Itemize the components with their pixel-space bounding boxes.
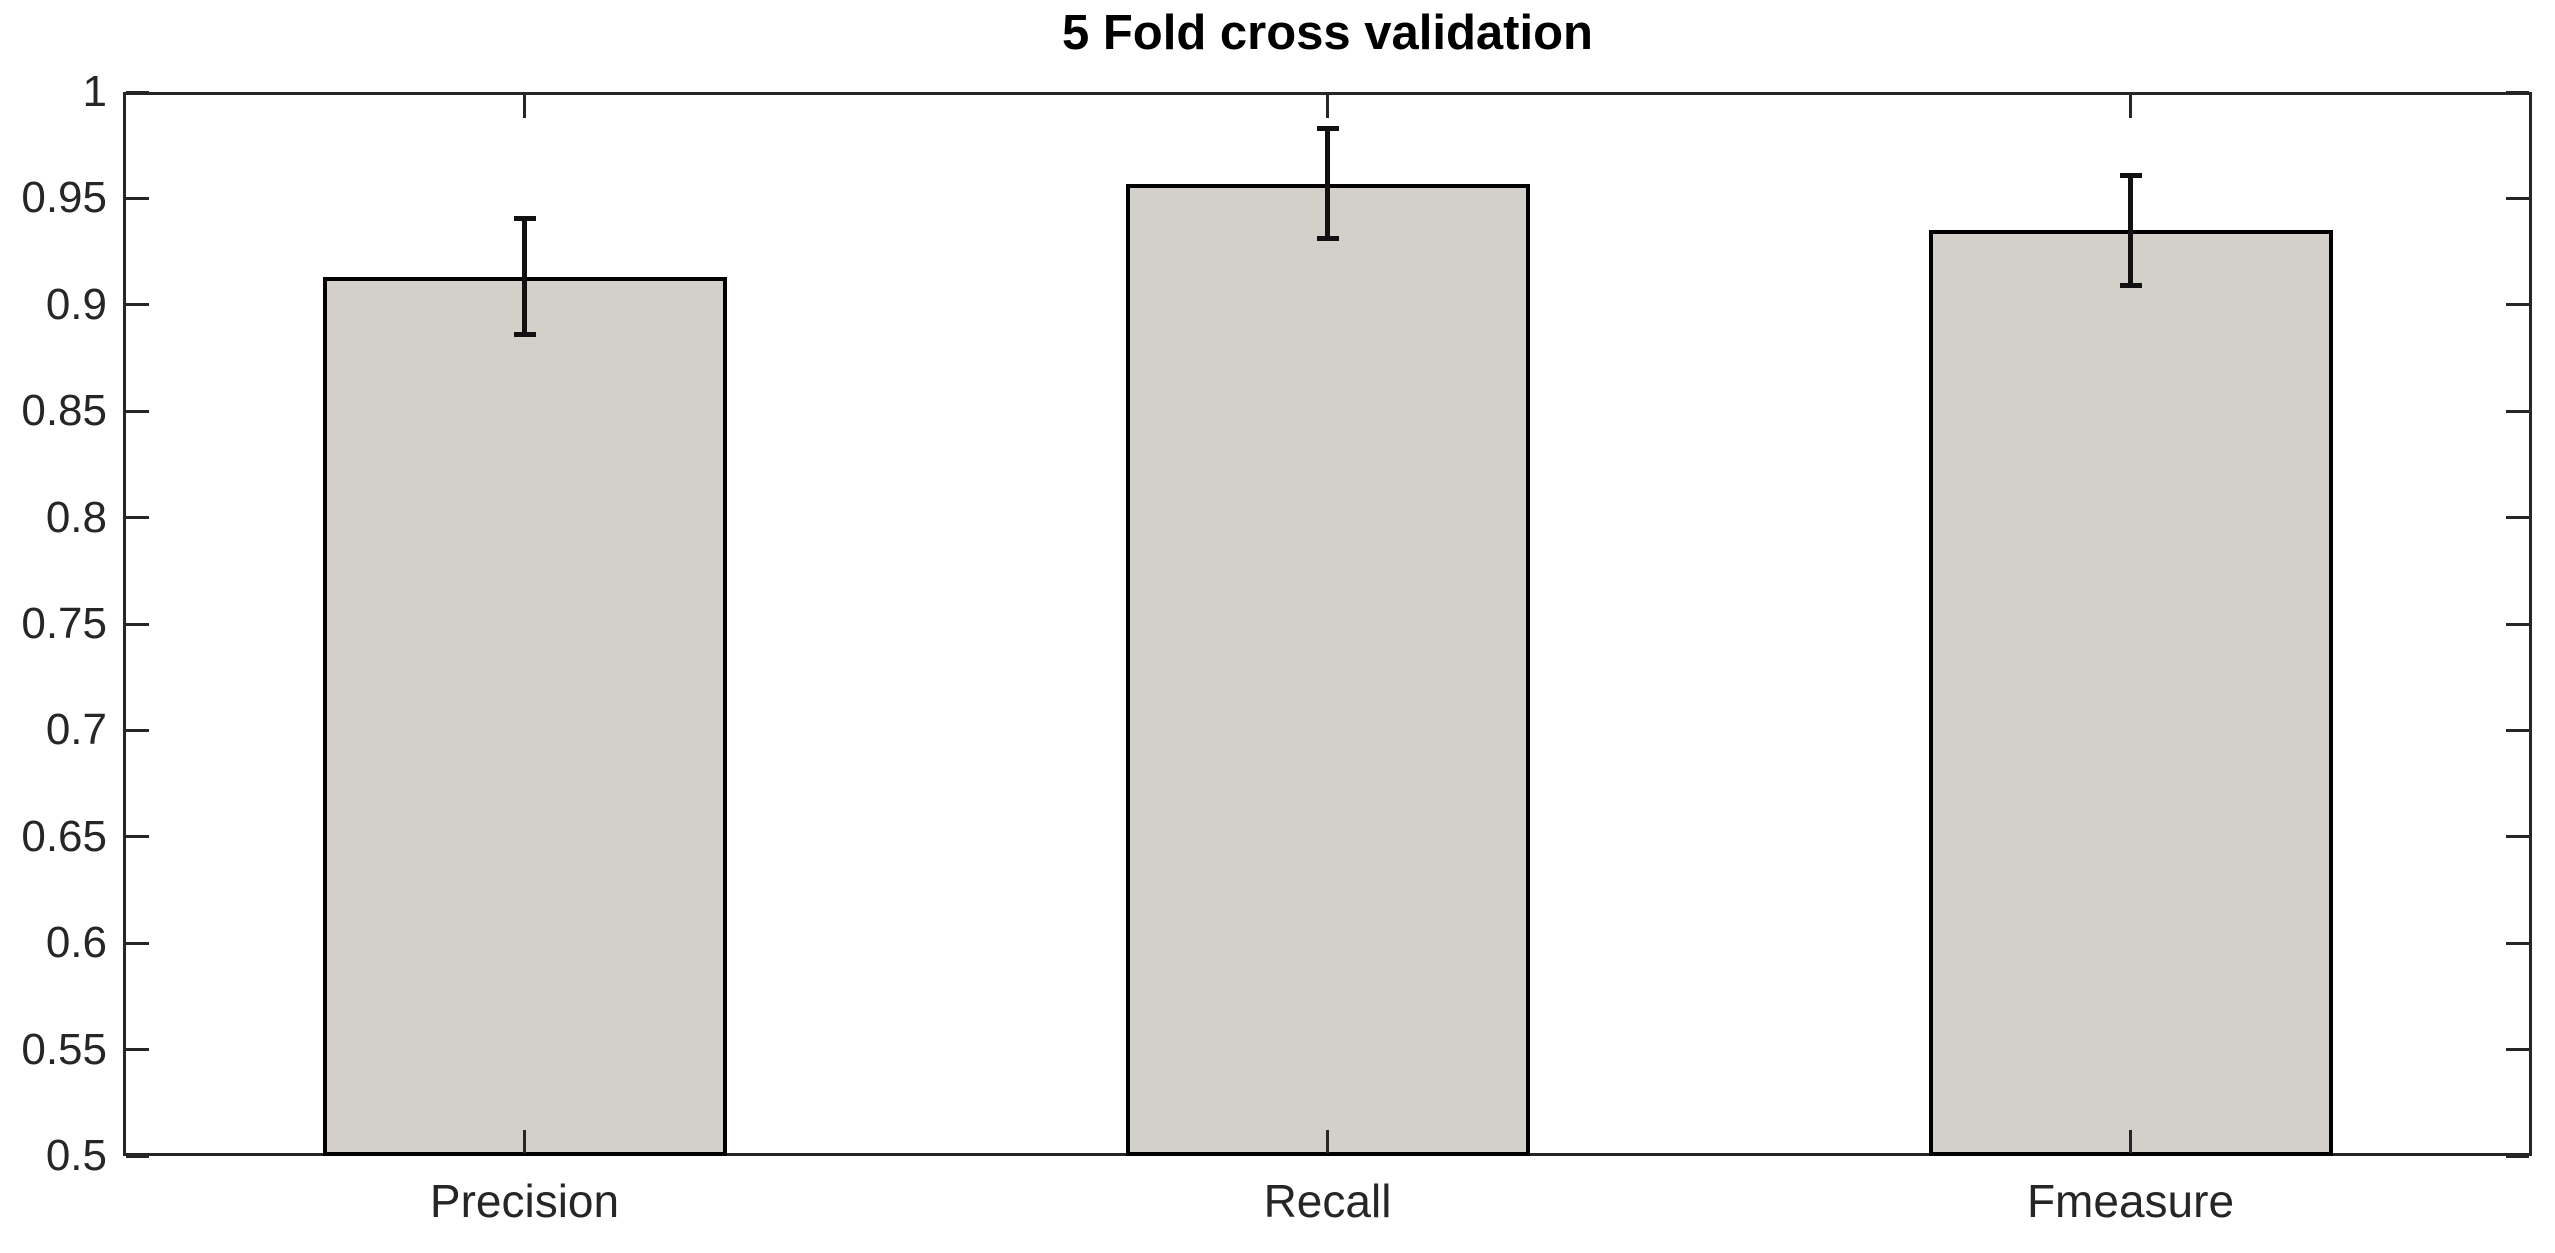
x-tick-bottom xyxy=(2129,1130,2132,1153)
bar-precision xyxy=(322,277,727,1156)
chart-title: 5 Fold cross validation xyxy=(1062,6,1593,60)
y-tick-right xyxy=(2506,835,2529,839)
error-bar-cap-bottom xyxy=(513,331,536,337)
y-tick-left xyxy=(126,409,149,413)
y-tick-right xyxy=(2506,409,2529,413)
y-tick-right xyxy=(2506,1048,2529,1052)
y-tick-label: 0.65 xyxy=(21,811,107,861)
error-bar-line xyxy=(1325,128,1330,239)
x-tick-top xyxy=(523,95,526,118)
y-tick-right xyxy=(2506,728,2529,732)
y-tick-label: 0.95 xyxy=(21,173,107,223)
y-tick-label: 0.85 xyxy=(21,386,107,436)
x-tick-bottom xyxy=(1326,1130,1329,1153)
y-tick-right xyxy=(2506,303,2529,307)
y-tick-left xyxy=(126,196,149,200)
y-tick-right xyxy=(2506,516,2529,520)
bar-recall xyxy=(1125,183,1530,1156)
y-tick-label: 0.55 xyxy=(21,1024,107,1074)
y-tick-left xyxy=(126,1154,149,1158)
y-tick-left xyxy=(126,728,149,732)
y-tick-left xyxy=(126,622,149,626)
error-bar-cap-bottom xyxy=(1316,235,1339,241)
y-tick-right xyxy=(2506,196,2529,200)
y-tick-right xyxy=(2506,90,2529,94)
error-bar-cap-top xyxy=(513,215,536,221)
y-tick-label: 1 xyxy=(82,67,107,116)
y-tick-left xyxy=(126,1048,149,1052)
y-tick-right xyxy=(2506,941,2529,945)
x-tick-label: Precision xyxy=(429,1175,620,1227)
x-tick-label: Recall xyxy=(1263,1175,1392,1227)
error-bar-line xyxy=(522,217,527,335)
y-tick-label: 0.7 xyxy=(45,705,107,755)
x-tick-top xyxy=(1326,95,1329,118)
error-bar-cap-top xyxy=(2119,172,2142,178)
y-tick-label: 0.75 xyxy=(21,599,107,648)
y-tick-left xyxy=(126,90,149,94)
y-tick-left xyxy=(126,516,149,520)
y-tick-left xyxy=(126,303,149,307)
error-bar-line xyxy=(2128,174,2133,286)
bar-fmeasure xyxy=(1928,230,2333,1156)
y-tick-left xyxy=(126,941,149,945)
y-tick-label: 0.8 xyxy=(45,492,107,542)
y-tick-label: 0.6 xyxy=(45,918,107,968)
x-tick-label: Fmeasure xyxy=(2026,1175,2235,1227)
y-tick-right xyxy=(2506,1154,2529,1158)
y-tick-label: 0.9 xyxy=(45,279,107,329)
x-tick-top xyxy=(2129,95,2132,118)
y-tick-label: 0.5 xyxy=(45,1131,107,1180)
error-bar-cap-top xyxy=(1316,126,1339,132)
x-tick-bottom xyxy=(523,1130,526,1153)
y-tick-left xyxy=(126,835,149,839)
error-bar-cap-bottom xyxy=(2119,282,2142,288)
y-tick-right xyxy=(2506,622,2529,626)
